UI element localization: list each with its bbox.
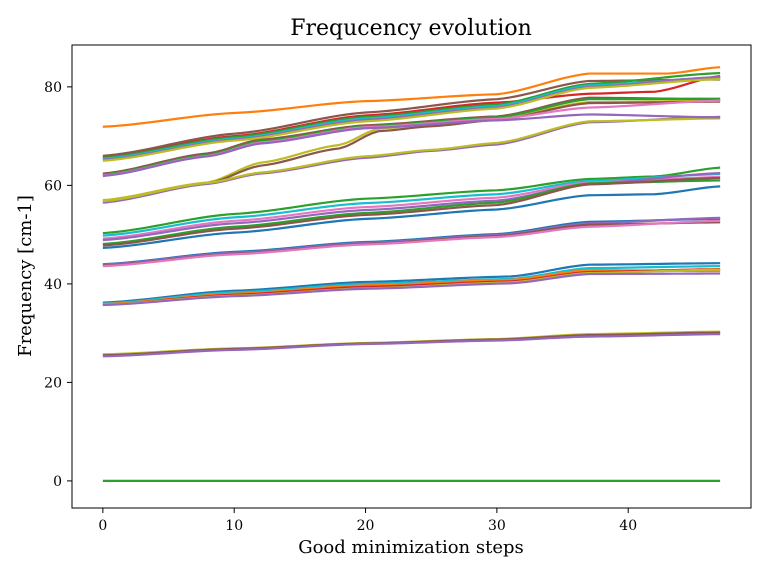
series-line-4 — [102, 262, 721, 304]
series-line-31 — [102, 78, 721, 157]
series-line-32 — [102, 71, 721, 159]
x-tick-label: 20 — [357, 518, 375, 534]
series-line-26 — [102, 97, 721, 176]
series-line-15 — [102, 172, 721, 237]
y-tick-label: 0 — [53, 474, 62, 490]
y-tick-label: 40 — [44, 277, 62, 293]
series-line-14 — [102, 166, 721, 235]
y-tick-label: 80 — [44, 80, 62, 96]
series-line-24 — [102, 117, 721, 203]
plot-frame — [71, 44, 752, 509]
series-line-35 — [102, 77, 721, 162]
series-line-12 — [102, 221, 721, 267]
series-line-29 — [102, 66, 721, 128]
x-axis-label: Good minimization steps — [298, 537, 524, 558]
x-tick-label: 30 — [488, 518, 506, 534]
series-line-9 — [102, 272, 721, 307]
y-tick-label: 20 — [44, 375, 62, 391]
plot-lines — [102, 66, 721, 483]
chart-title: Frequcency evolution — [290, 16, 532, 41]
y-axis-ticks: 0 20 40 60 80 — [44, 80, 72, 490]
series-line-3 — [102, 333, 721, 358]
series-line-5 — [102, 265, 721, 305]
x-axis-ticks: 0 10 20 30 40 — [98, 508, 637, 534]
x-tick-label: 40 — [619, 518, 637, 534]
x-tick-label: 0 — [98, 518, 107, 534]
series-line-20 — [102, 185, 721, 250]
series-line-19 — [102, 176, 721, 247]
series-line-13 — [102, 219, 721, 268]
series-line-23 — [102, 115, 721, 204]
x-tick-label: 10 — [225, 518, 243, 534]
series-line-28 — [102, 113, 721, 178]
y-axis-label: Frequency [cm-1] — [15, 195, 36, 357]
y-tick-label: 60 — [44, 178, 62, 194]
